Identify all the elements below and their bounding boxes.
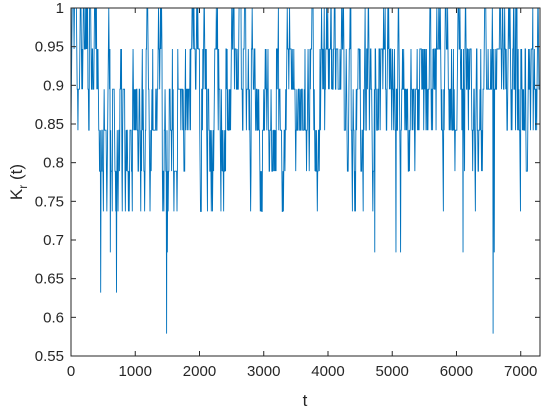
y-tick-label: 0.7 bbox=[43, 232, 64, 249]
y-tick-label: 0.85 bbox=[35, 116, 64, 133]
x-tick-label: 2000 bbox=[183, 363, 216, 380]
x-axis-label: t bbox=[303, 391, 308, 410]
y-axis: 0.55 0.6 0.65 0.7 0.75 0.8 0.85 0.9 0.95 1 bbox=[35, 0, 540, 365]
x-axis: 0 1000 2000 3000 4000 5000 6000 7000 bbox=[67, 8, 537, 380]
y-axis-label: Kr (t) bbox=[7, 164, 30, 200]
y-tick-label: 0.55 bbox=[35, 348, 64, 365]
y-tick-label: 0.8 bbox=[43, 155, 64, 172]
series-path bbox=[70, 7, 540, 334]
y-axis-label-subscript: r bbox=[16, 185, 30, 189]
series-line bbox=[70, 7, 540, 334]
y-tick-label: 0.9 bbox=[43, 77, 64, 94]
plot-frame bbox=[70, 7, 541, 357]
x-tick-label: 5000 bbox=[376, 363, 409, 380]
x-tick-label: 3000 bbox=[247, 363, 280, 380]
x-tick-label: 1000 bbox=[119, 363, 152, 380]
y-tick-label: 1 bbox=[56, 0, 64, 17]
x-tick-label: 7000 bbox=[504, 363, 537, 380]
y-axis-label-base: K bbox=[7, 188, 26, 200]
y-tick-label: 0.95 bbox=[35, 39, 64, 56]
y-tick-label: 0.6 bbox=[43, 309, 64, 326]
x-tick-label: 4000 bbox=[311, 363, 344, 380]
x-tick-label: 0 bbox=[67, 363, 75, 380]
y-axis-label-suffix: (t) bbox=[7, 164, 26, 185]
x-tick-label: 6000 bbox=[440, 363, 473, 380]
y-tick-label: 0.65 bbox=[35, 271, 64, 288]
y-tick-label: 0.75 bbox=[35, 193, 64, 210]
